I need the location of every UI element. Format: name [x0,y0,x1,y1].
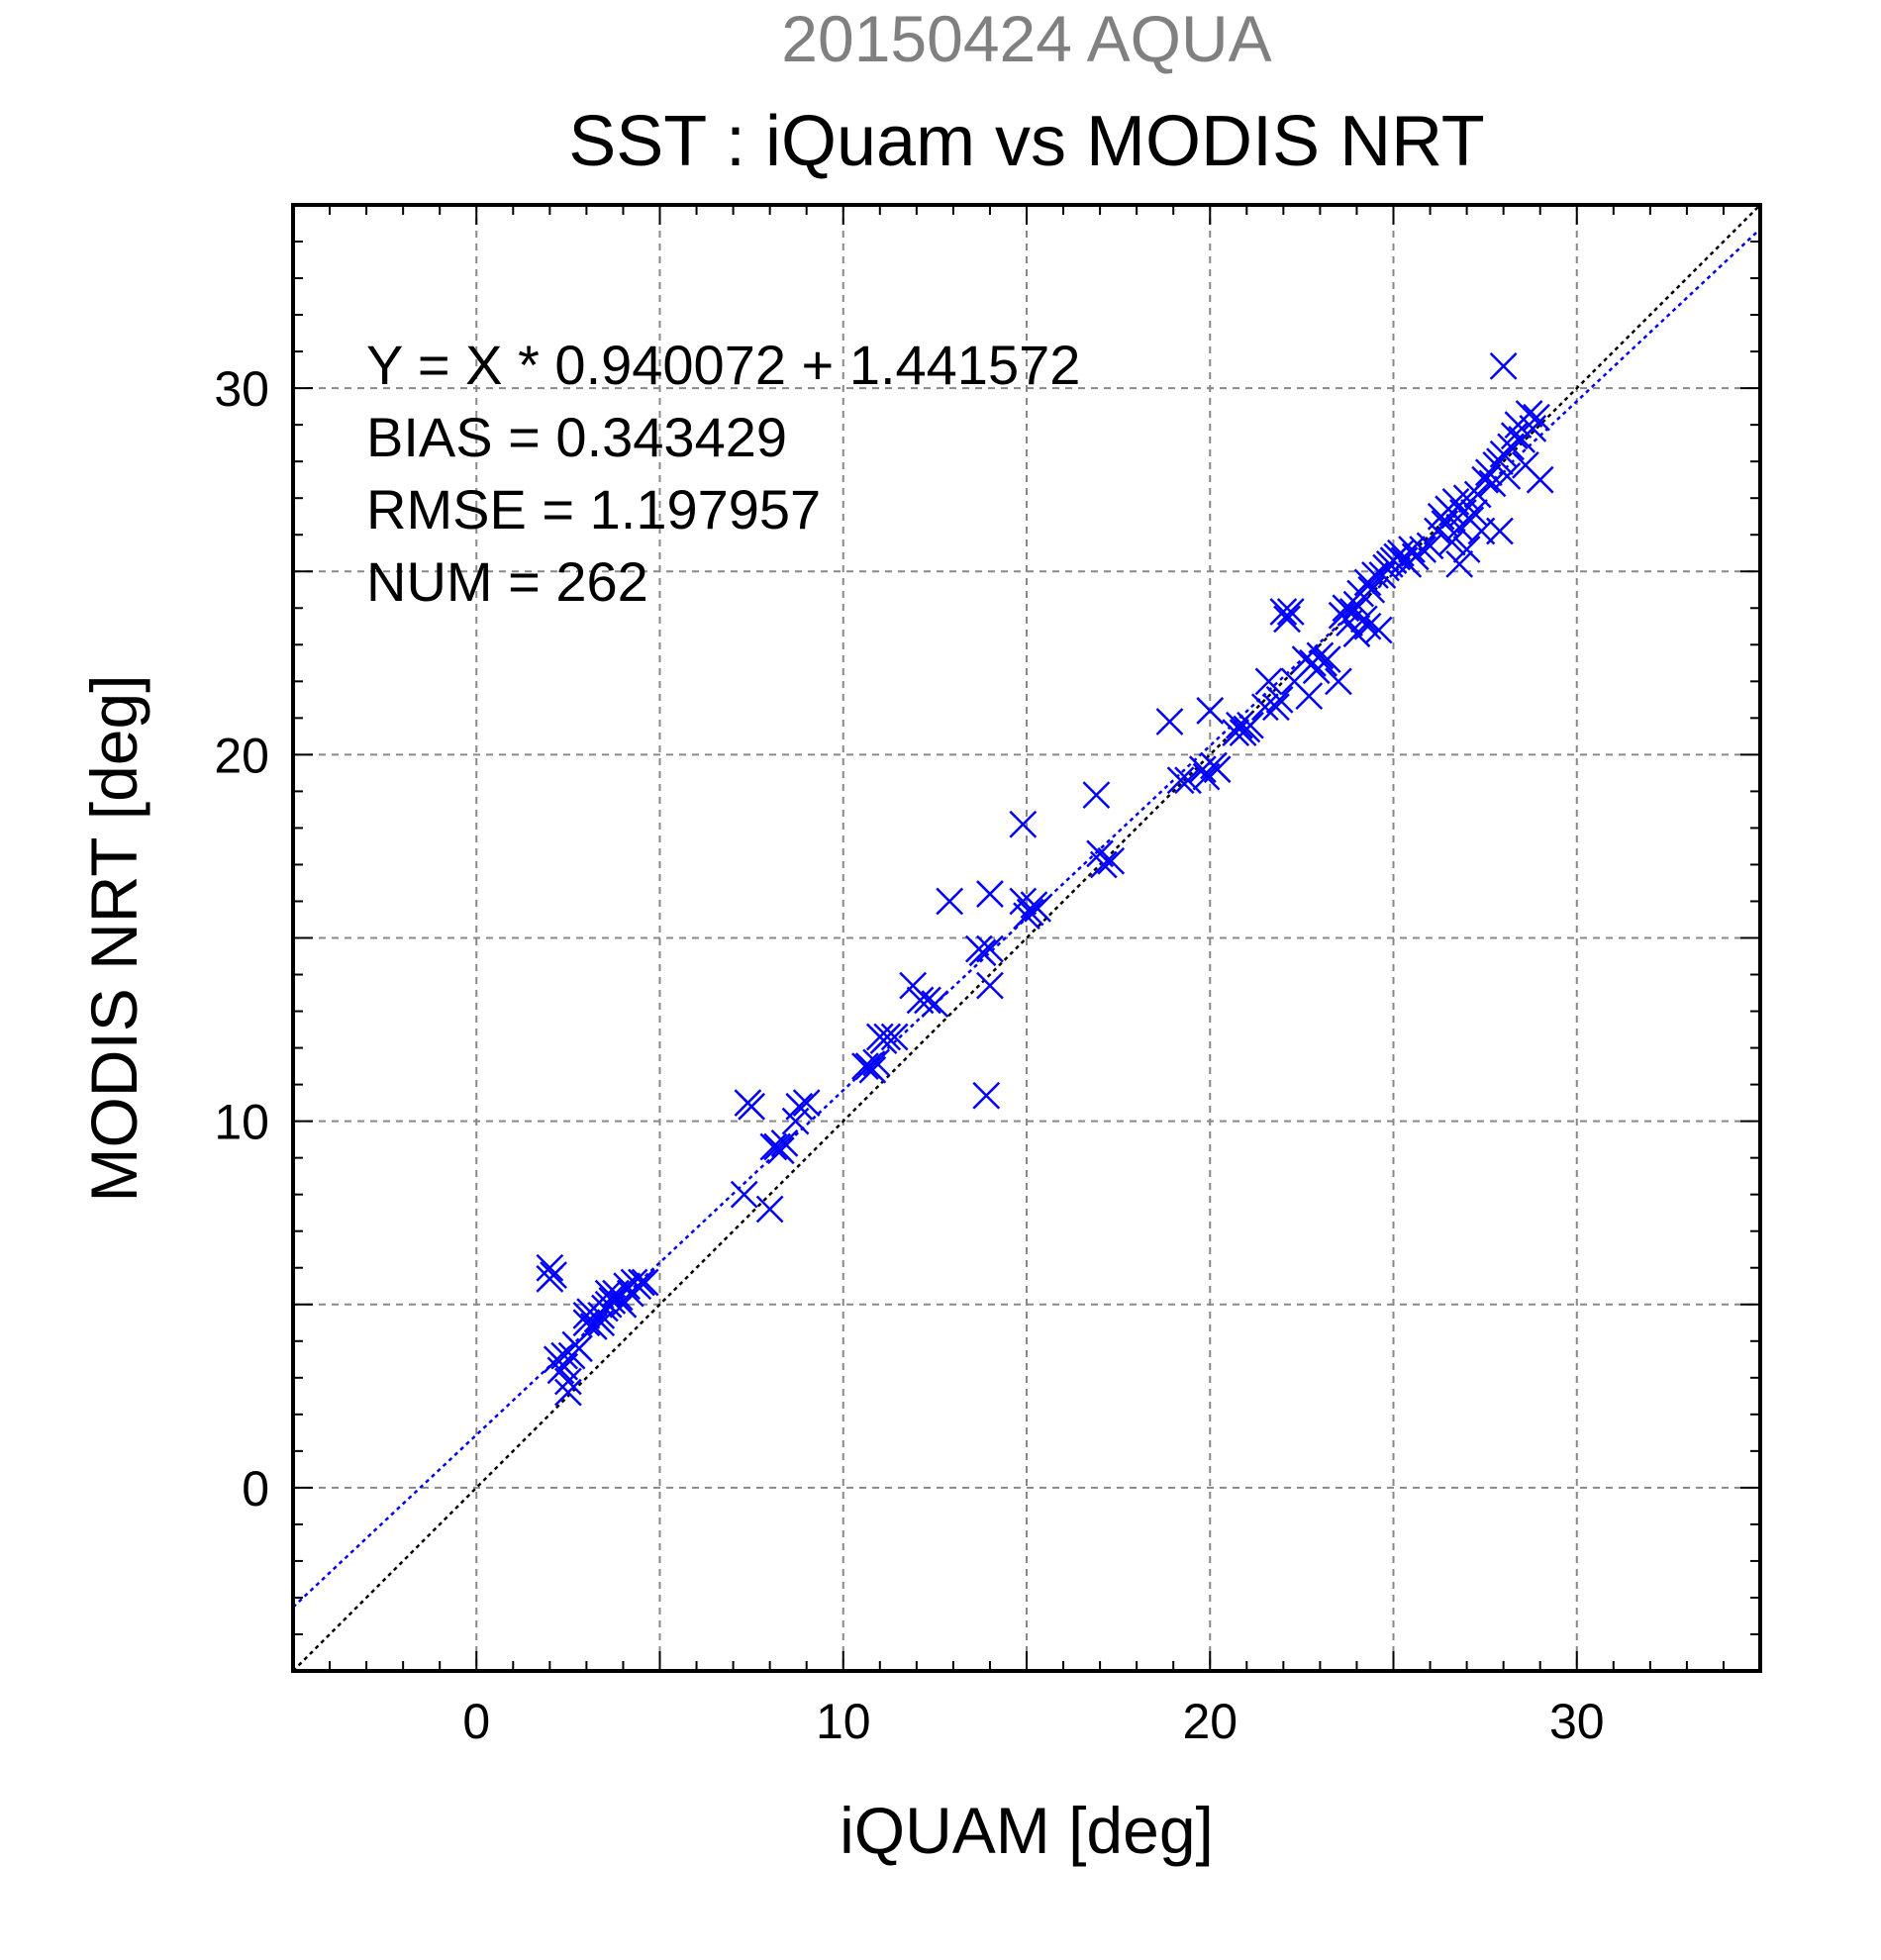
data-point [1269,598,1298,626]
data-point [1203,755,1232,784]
data-point [1313,645,1341,673]
data-point [1437,528,1466,556]
data-point [1478,469,1507,498]
data-point [730,1180,758,1209]
data-point [1398,536,1426,563]
data-point [1254,667,1283,696]
plot-frame [291,203,1762,1673]
data-point [766,1136,795,1165]
x-tick-label: 10 [816,1694,871,1749]
data-point [631,1268,659,1297]
data-point [572,1309,601,1337]
x-axis-title: iQUAM [deg] [840,1794,1214,1867]
data-point [972,1081,1001,1110]
data-point [1276,598,1305,626]
data-point [880,1023,909,1051]
data-point [1295,682,1324,711]
data-point [873,1023,902,1051]
data-point [1486,517,1514,545]
data-point [1089,850,1118,879]
data-point [785,1092,814,1121]
data-point [1489,352,1518,380]
data-point [594,1279,623,1308]
y-tick-label: 20 [214,728,269,783]
data-point [1237,711,1264,739]
y-axis-tick-labels: 0 10 20 30 [214,361,269,1517]
data-point [976,880,1004,908]
grid [293,205,1760,1671]
data-point [1349,605,1378,634]
data-point [1097,846,1126,875]
data-point [851,1052,879,1080]
data-point [1500,422,1529,450]
data-point [1265,685,1294,714]
y-tick-label: 10 [214,1095,269,1150]
data-point [1409,536,1437,563]
data-point [1273,605,1301,634]
data-point [1262,693,1290,722]
stats-line: NUM = 262 [366,550,648,613]
data-point [1325,667,1352,696]
data-point [1463,480,1492,509]
data-point [1460,499,1488,527]
data-point [936,887,964,916]
x-tick-label: 0 [462,1694,490,1749]
data-point [770,1128,799,1157]
data-point [968,938,997,967]
data-point [1493,462,1522,490]
data-point [792,1089,821,1117]
data-point [1519,414,1547,442]
chart-title: SST : iQuam vs MODIS NRT [568,102,1485,181]
data-point [1306,641,1335,670]
data-point [1526,465,1554,494]
data-point [976,971,1004,1000]
data-point [1226,711,1253,739]
data-point [553,1378,582,1407]
identity-line [293,205,1760,1671]
data-point [862,1048,890,1077]
data-point [1222,719,1250,747]
data-point [858,1055,887,1084]
regression-stats: Y = X * 0.940072 + 1.441572 BIAS = 0.3434… [366,334,1080,613]
data-point [1364,616,1393,644]
y-axis-title: MODIS NRT [deg] [77,674,150,1202]
data-point [1166,766,1195,795]
data-point [1082,781,1111,809]
data-point [1486,447,1514,476]
x-axis-tick-labels: 0 10 20 30 [462,1694,1604,1749]
data-point [553,1367,582,1396]
data-point [1445,549,1474,578]
stats-line: RMSE = 1.197957 [366,478,821,540]
data-point [1174,766,1202,795]
data-point [1155,708,1184,735]
data-point [1188,755,1217,784]
data-point [1024,894,1051,923]
x-tick-label: 20 [1182,1694,1238,1749]
data-point [976,934,1004,963]
data-point [540,1261,567,1290]
data-point [536,1253,564,1282]
data-points [536,352,1554,1407]
chart-suptitle: 20150424 AQUA [781,2,1271,75]
data-point [1452,536,1481,563]
data-point [738,1092,766,1121]
data-point [755,1195,784,1224]
y-tick-label: 0 [242,1461,269,1517]
data-point [628,1268,655,1297]
stats-line: BIAS = 0.343429 [366,406,787,468]
data-point [1009,810,1038,838]
data-point [565,1334,593,1363]
data-point [1250,693,1279,722]
data-point [914,986,941,1015]
y-tick-label: 30 [214,361,269,417]
x-tick-label: 30 [1549,1694,1605,1749]
data-point [1523,403,1550,432]
data-point [759,1132,788,1161]
data-point [921,990,949,1019]
data-point [1196,697,1225,725]
stats-line: Y = X * 0.940072 + 1.441572 [366,334,1080,396]
data-point [1353,612,1382,640]
data-point [1016,898,1044,927]
